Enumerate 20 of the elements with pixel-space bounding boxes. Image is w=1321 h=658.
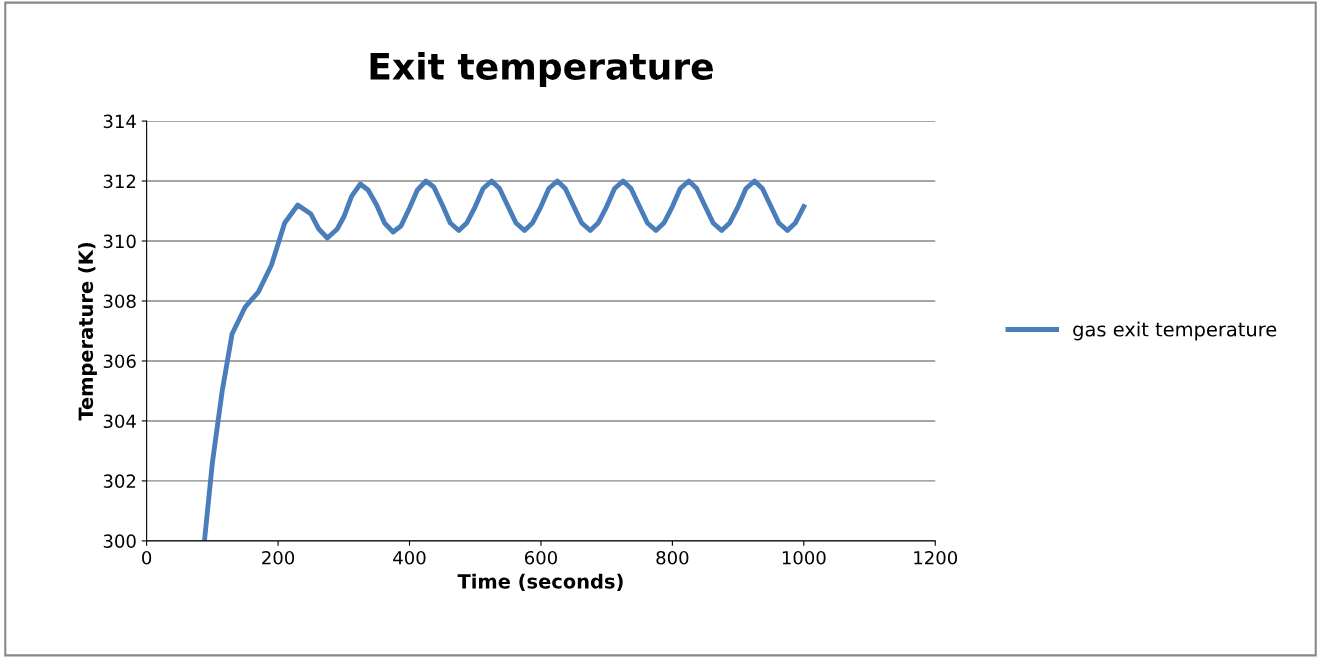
x-tick-label: 600: [524, 550, 557, 565]
x-tick-label: 800: [656, 550, 689, 565]
x-tick-label: 1000: [782, 550, 826, 565]
x-tick-label: 200: [262, 550, 295, 565]
y-tick-label: 302: [103, 474, 136, 489]
y-axis-title: Temperature (K): [78, 242, 97, 421]
x-tick-label: 1200: [914, 550, 958, 565]
line-series: [202, 178, 807, 541]
x-tick-label: 0: [142, 550, 152, 565]
chart-title: Exit temperature: [370, 51, 713, 87]
y-tick-label: 306: [103, 354, 136, 369]
y-tick-label: 308: [103, 294, 136, 309]
y-tick-label: 314: [103, 114, 136, 129]
y-tick-label: 310: [103, 234, 136, 249]
y-tick-label: 300: [103, 534, 136, 548]
y-tick-label: 312: [103, 174, 136, 189]
x-tick-label: 400: [393, 550, 426, 565]
y-tick-label: 304: [103, 414, 136, 429]
legend-label: gas exit temperature: [1073, 321, 1277, 341]
x-axis-title: Time (seconds): [457, 573, 623, 591]
